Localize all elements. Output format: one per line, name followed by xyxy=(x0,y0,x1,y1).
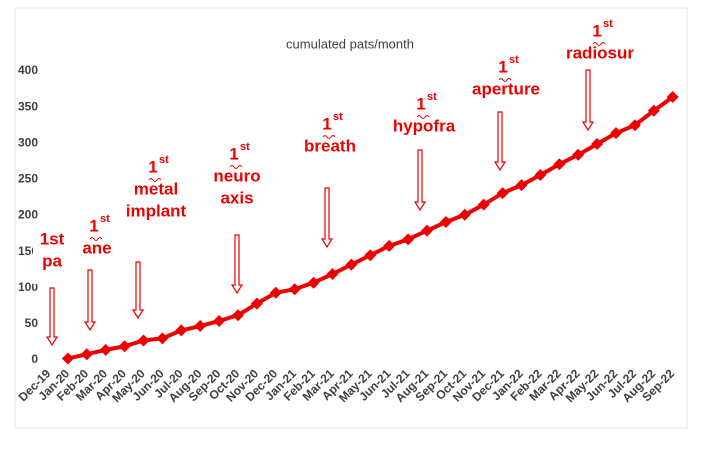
marker xyxy=(402,233,415,246)
spell-underline xyxy=(498,78,512,82)
annotation-arrow xyxy=(493,111,507,172)
annotation-arrow xyxy=(230,234,244,295)
annotation-suffix: st xyxy=(240,141,250,153)
marker xyxy=(250,297,263,310)
annotation-suffix: st xyxy=(100,213,110,225)
annotation-suffix: st xyxy=(333,111,343,123)
marker xyxy=(496,187,509,200)
annotation-suffix: st xyxy=(427,91,437,103)
annotation-text: implant xyxy=(126,201,187,220)
marker xyxy=(194,320,207,333)
y-tick-label: 200 xyxy=(18,208,38,222)
y-tick-label: 300 xyxy=(18,135,38,149)
annotation-text: aperture xyxy=(472,79,540,98)
annotation-text: pa xyxy=(42,251,62,270)
marker xyxy=(458,208,471,221)
marker xyxy=(534,169,547,182)
marker xyxy=(345,258,358,271)
marker xyxy=(439,216,452,229)
marker xyxy=(175,324,188,337)
annotation-suffix: st xyxy=(603,18,613,30)
marker xyxy=(213,314,226,327)
marker xyxy=(307,276,320,289)
y-tick-label: 250 xyxy=(18,172,38,186)
marker xyxy=(118,340,131,353)
marker xyxy=(137,334,150,347)
annotation-text: breath xyxy=(304,136,356,155)
marker xyxy=(572,148,585,161)
annotation-number: 1 xyxy=(148,157,157,176)
marker xyxy=(553,158,566,171)
marker xyxy=(421,224,433,237)
annotation-number: 1 xyxy=(592,21,601,40)
annotation-number: 1 xyxy=(416,94,425,113)
marker xyxy=(610,127,622,140)
annotation-text: ane xyxy=(82,238,111,257)
annotation-number: 1st xyxy=(40,229,65,248)
annotation-text: radiosur xyxy=(566,43,634,62)
marker xyxy=(591,137,604,150)
marker xyxy=(477,198,490,211)
marker xyxy=(326,268,339,281)
spell-underline xyxy=(148,178,162,182)
annotation-text: neuro xyxy=(213,166,260,185)
marker xyxy=(269,286,282,299)
marker xyxy=(647,104,660,117)
annotation-arrow xyxy=(581,69,595,132)
annotation-text: metal xyxy=(134,179,178,198)
annotation-box xyxy=(198,130,276,216)
annotation-arrow xyxy=(413,149,427,212)
annotation-box xyxy=(452,45,562,107)
marker xyxy=(666,91,679,104)
marker xyxy=(364,249,377,262)
marker xyxy=(383,239,396,252)
annotation-number: 1 xyxy=(89,216,98,235)
spell-underline xyxy=(89,237,103,241)
marker xyxy=(61,352,74,365)
annotation-text: hypofra xyxy=(393,116,456,135)
spell-underline xyxy=(592,42,606,46)
annotation-box xyxy=(284,100,378,170)
y-tick-label: 50 xyxy=(25,316,39,330)
annotation-text: axis xyxy=(220,188,253,207)
marker xyxy=(99,343,112,356)
spell-underline xyxy=(229,165,243,169)
annotation-box xyxy=(114,150,202,226)
marker xyxy=(232,309,244,322)
marker xyxy=(515,179,528,192)
spell-underline xyxy=(416,115,430,119)
annotation-suffix: st xyxy=(159,154,169,166)
chart-title: cumulated pats/month xyxy=(286,36,414,51)
annotation-suffix: st xyxy=(509,54,519,66)
annotation-number: 1 xyxy=(322,114,331,133)
annotation-arrow xyxy=(320,187,334,249)
annotation-number: 1 xyxy=(229,144,238,163)
marker xyxy=(156,332,169,345)
marker xyxy=(628,119,641,132)
marker xyxy=(80,348,93,361)
marker xyxy=(288,283,301,296)
annotation-arrow xyxy=(131,261,145,320)
annotation-arrow xyxy=(83,269,97,332)
y-tick-label: 350 xyxy=(18,99,38,113)
annotation-arrow xyxy=(45,287,59,347)
y-tick-label: 0 xyxy=(31,352,38,366)
annotation-number: 1 xyxy=(498,57,507,76)
annotation-box xyxy=(33,222,73,284)
spell-underline xyxy=(322,135,336,139)
annotation-box xyxy=(550,12,650,74)
y-tick-label: 400 xyxy=(18,63,38,77)
